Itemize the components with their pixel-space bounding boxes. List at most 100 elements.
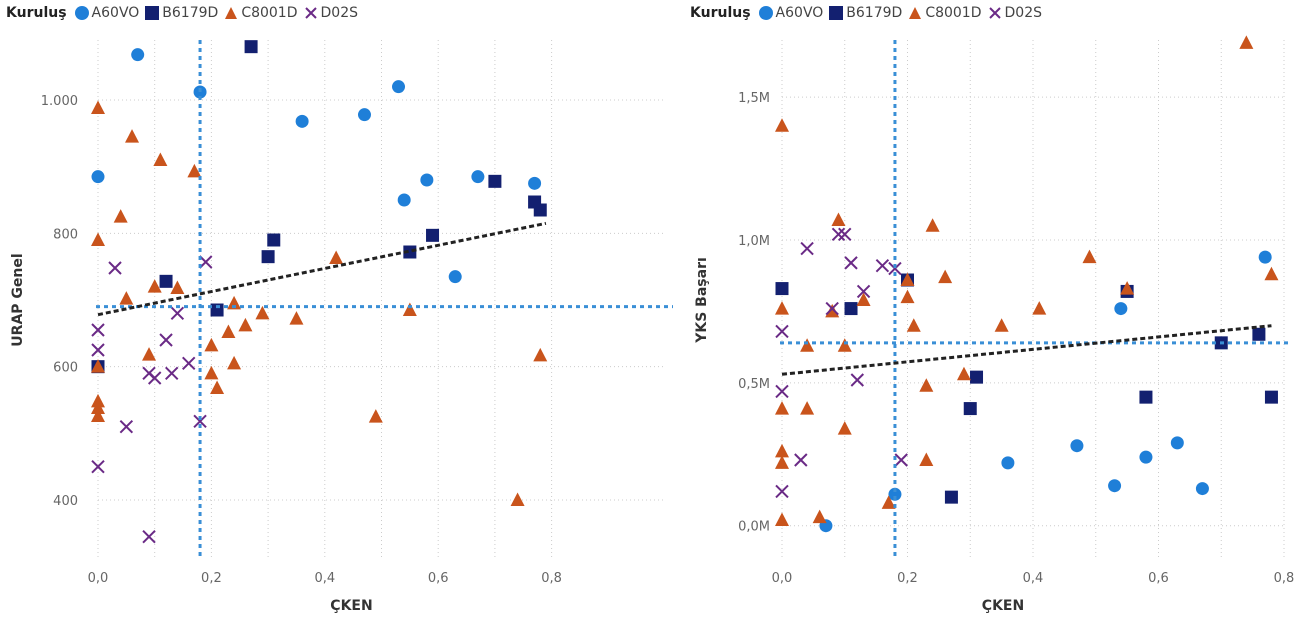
point-c8001d — [775, 301, 789, 315]
x-tick-label: 0,0 — [772, 571, 793, 586]
legend-label: D02S — [1004, 5, 1042, 21]
x-axis-title: ÇKEN — [330, 598, 372, 614]
point-c8001d — [147, 279, 162, 293]
point-c8001d — [800, 401, 815, 415]
point-d02s — [838, 227, 852, 241]
point-d02s — [91, 323, 105, 337]
legend-item-d02s[interactable]: D02S — [988, 5, 1042, 21]
legend-label: B6179D — [162, 5, 219, 21]
point-a60vo — [420, 173, 434, 187]
y-tick-label: 1,5M — [738, 91, 770, 106]
chart-left: Kuruluş A60VO B6179D C8001D D02S 0,0 0,2 0… — [0, 0, 678, 619]
point-c8001d — [775, 401, 789, 415]
point-d02s — [894, 453, 908, 467]
point-a60vo — [471, 170, 485, 184]
point-d02s — [199, 255, 213, 269]
y-tick-label: 1.000 — [41, 94, 78, 109]
scatter-plot-yks[interactable]: 0,0 0,2 0,4 0,6 0,8 0,0M 0,5M 1,0M 1,5M ÇKEN YKS B… — [684, 0, 1296, 619]
legend-title: Kuruluş — [690, 5, 751, 21]
point-b6179d — [1264, 390, 1278, 404]
circle-marker-icon — [758, 6, 773, 20]
x-tick-label: 0,2 — [201, 571, 222, 586]
point-d02s — [165, 366, 179, 381]
point-c8001d — [800, 338, 815, 352]
point-b6179d — [963, 402, 977, 416]
point-d02s — [182, 356, 196, 371]
point-d02s — [170, 306, 185, 321]
point-c8001d — [1032, 301, 1047, 315]
x-tick-label: 0,6 — [1148, 571, 1169, 586]
point-c8001d — [227, 355, 242, 370]
point-d02s — [147, 371, 162, 385]
point-d02s — [193, 414, 207, 429]
scatter-plot-urap[interactable]: 0,0 0,2 0,4 0,6 0,8 400 600 800 1.000 ÇKEN URAP Ge… — [0, 0, 678, 619]
point-d02s — [775, 384, 789, 399]
point-c8001d — [775, 118, 789, 132]
legend-title: Kuruluş — [6, 5, 67, 21]
point-a60vo — [528, 176, 542, 190]
point-c8001d — [533, 347, 548, 362]
trend-line — [97, 221, 547, 317]
legend-label: C8001D — [241, 5, 298, 21]
point-b6179d — [426, 228, 440, 242]
legend-item-b6179d[interactable]: B6179D — [145, 5, 218, 21]
point-c8001d — [812, 509, 827, 524]
point-d02s — [108, 261, 122, 275]
point-c8001d — [1120, 281, 1135, 295]
point-a60vo — [1114, 302, 1128, 316]
x-axis-title: ÇKEN — [982, 598, 1024, 614]
legend-label: B6179D — [846, 5, 903, 21]
point-c8001d — [956, 366, 971, 381]
triangle-marker-icon — [909, 7, 922, 19]
point-d02s — [142, 529, 156, 544]
point-c8001d — [255, 305, 270, 320]
legend-item-c8001d[interactable]: C8001D — [908, 5, 982, 21]
legend-item-b6179d[interactable]: B6179D — [829, 5, 902, 21]
point-a60vo — [448, 270, 462, 284]
point-b6179d — [159, 274, 173, 288]
legend-item-a60vo[interactable]: A60VO — [758, 5, 823, 21]
point-a60vo — [1195, 482, 1209, 496]
point-b6179d — [488, 174, 502, 188]
legend-item-c8001d[interactable]: C8001D — [224, 5, 298, 21]
legend-item-d02s[interactable]: D02S — [304, 5, 358, 21]
point-c8001d — [919, 378, 934, 392]
x-marker-icon — [988, 7, 1001, 19]
point-c8001d — [906, 318, 921, 332]
legend: Kuruluş A60VO B6179D C8001D D02S — [690, 5, 1048, 21]
legend-label: D02S — [320, 5, 358, 21]
y-tick-label: 1,0M — [738, 234, 770, 249]
legend-item-a60vo[interactable]: A60VO — [74, 5, 139, 21]
point-d02s — [775, 324, 789, 339]
y-axis-title: URAP Genel — [10, 253, 26, 346]
point-b6179d — [775, 282, 789, 296]
point-c8001d — [837, 421, 852, 435]
point-c8001d — [1082, 249, 1097, 264]
square-marker-icon — [145, 6, 160, 20]
point-d02s — [91, 459, 105, 474]
point-b6179d — [1139, 390, 1153, 404]
point-a60vo — [295, 114, 309, 128]
point-c8001d — [856, 292, 871, 306]
point-c8001d — [91, 232, 105, 246]
y-tick-label: 600 — [53, 361, 78, 376]
point-a60vo — [131, 48, 145, 62]
point-c8001d — [329, 250, 344, 264]
point-d02s — [800, 241, 814, 256]
point-c8001d — [775, 512, 789, 526]
point-c8001d — [238, 317, 253, 332]
y-tick-label: 800 — [53, 227, 78, 242]
point-c8001d — [221, 324, 236, 338]
point-d02s — [775, 484, 789, 499]
x-tick-label: 0,0 — [88, 571, 109, 586]
point-d02s — [844, 256, 858, 270]
point-a60vo — [1170, 436, 1184, 450]
point-d02s — [875, 259, 890, 273]
point-d02s — [825, 301, 839, 316]
point-a60vo — [397, 193, 411, 207]
y-tick-label: 0,0M — [738, 520, 770, 535]
point-c8001d — [187, 163, 202, 178]
trend-line — [781, 324, 1272, 376]
x-marker-icon — [304, 7, 317, 19]
x-tick-label: 0,2 — [897, 571, 918, 586]
